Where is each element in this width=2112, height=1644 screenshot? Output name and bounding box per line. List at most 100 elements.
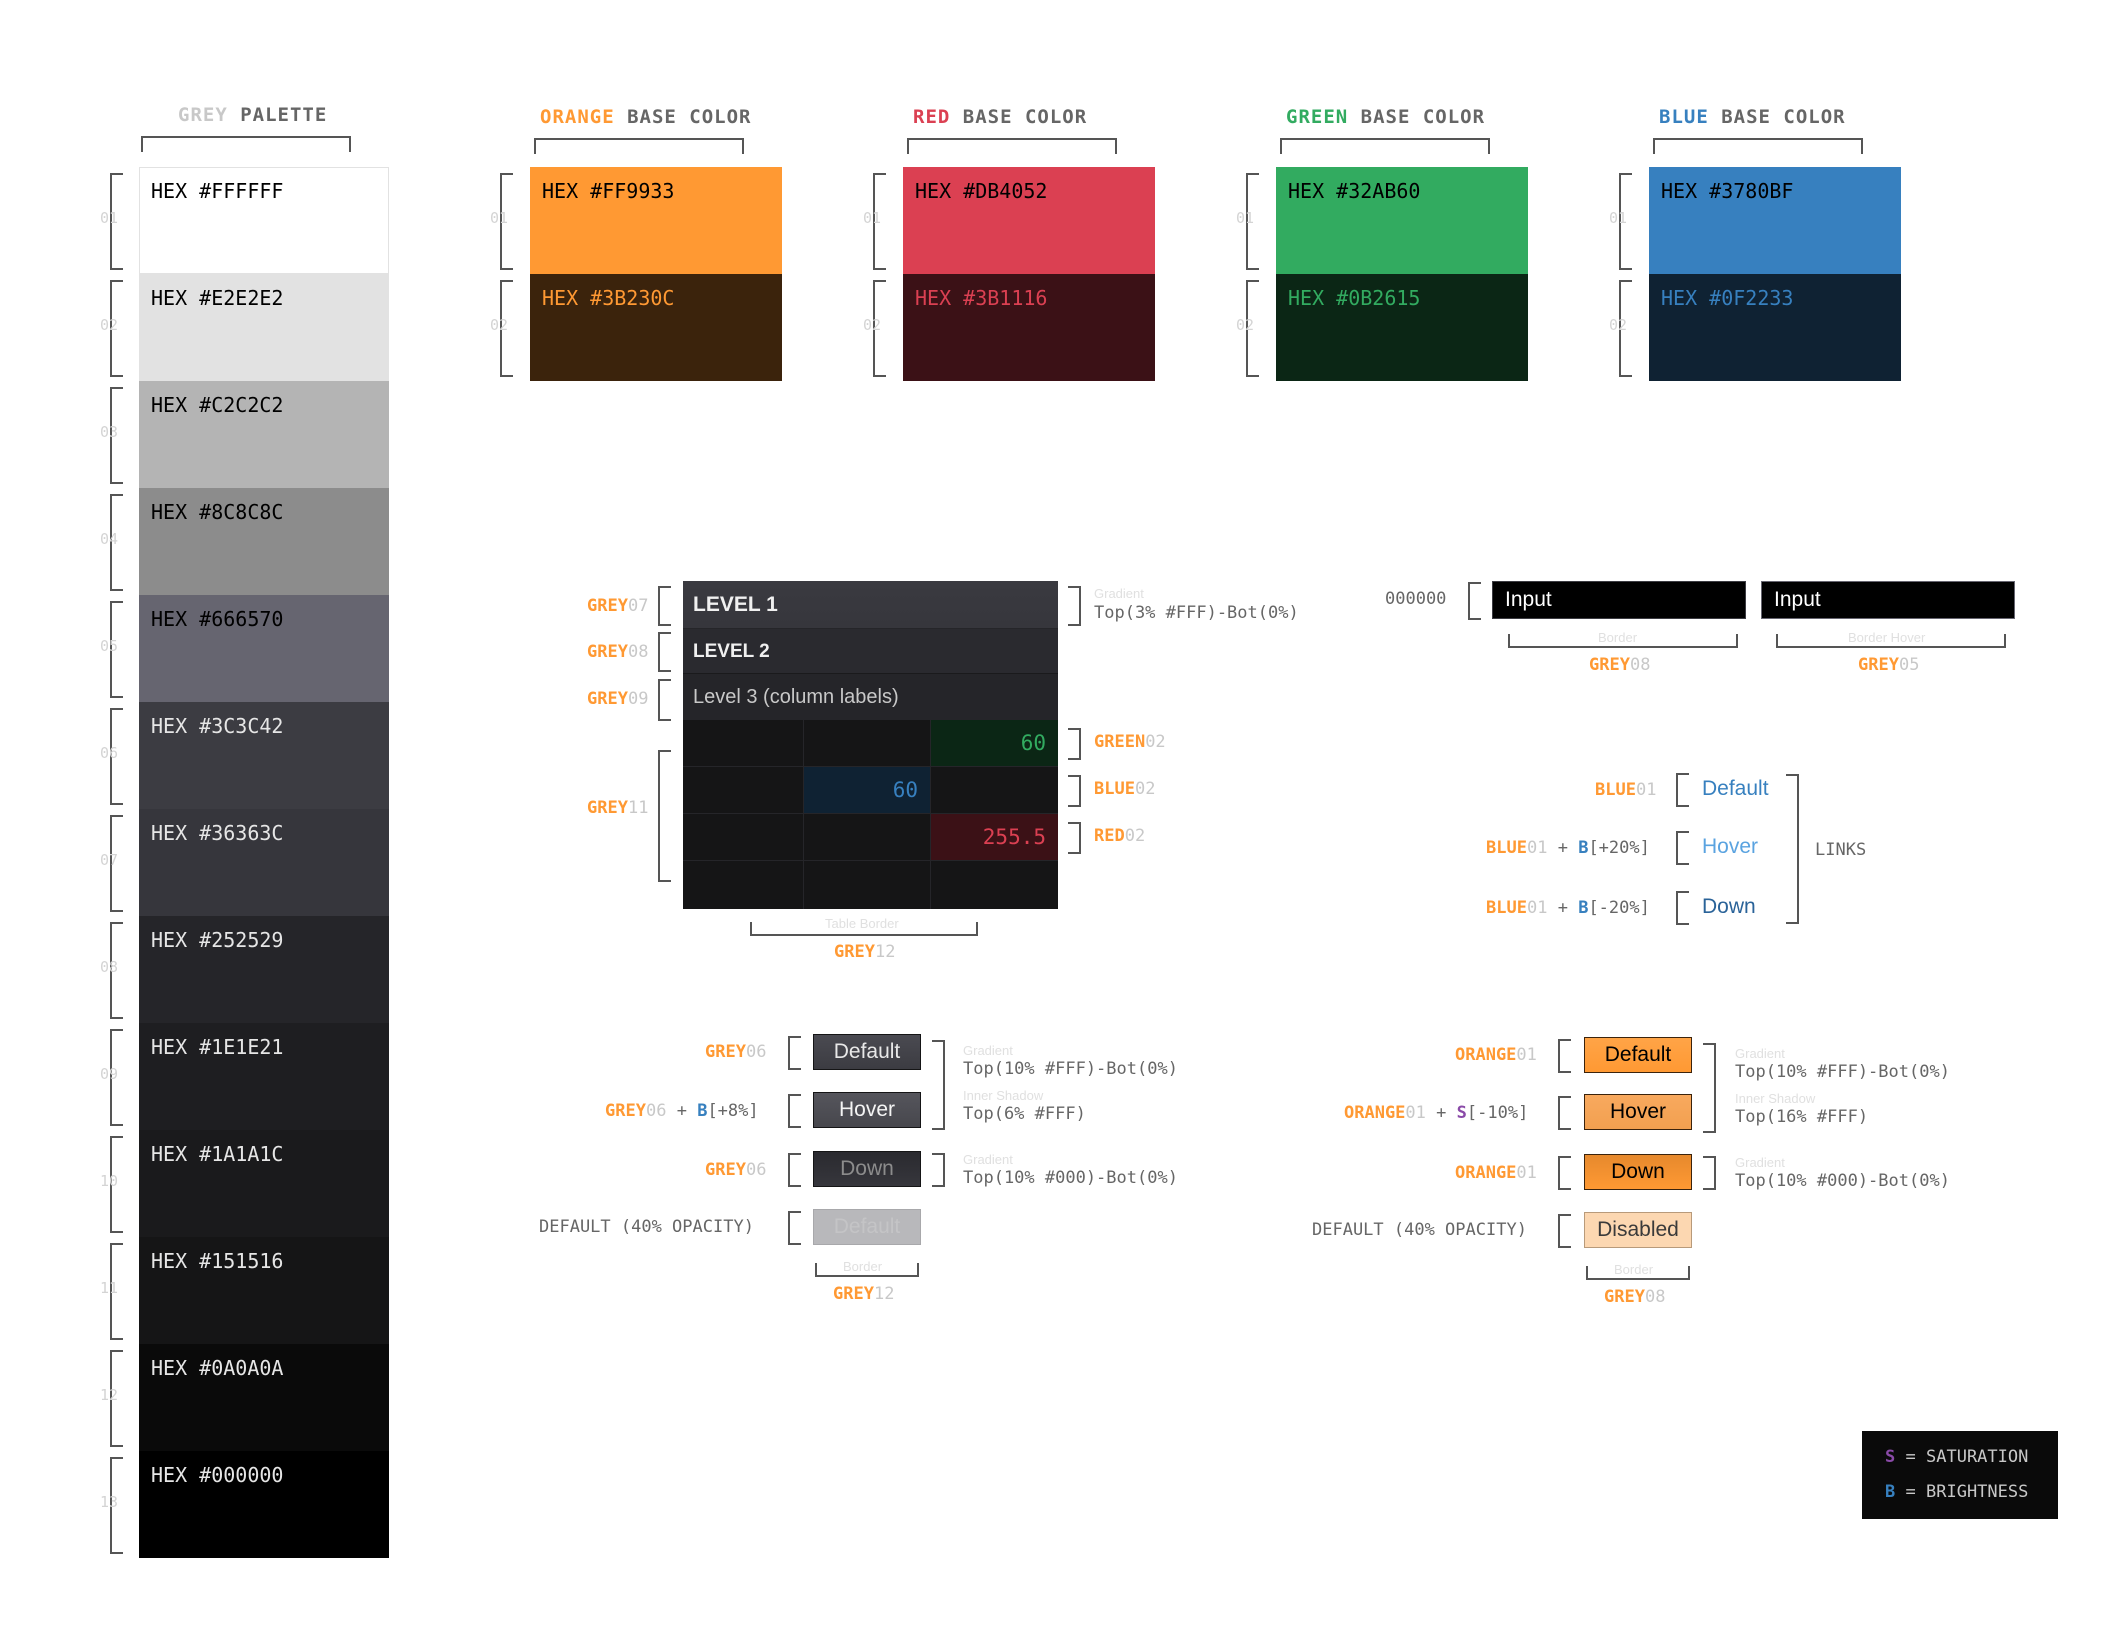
label-red02: RED02 [1094, 826, 1146, 846]
bracket-orange-gradient [1703, 1043, 1716, 1133]
grey-swatch-hex-label: HEX #8C8C8C [151, 500, 284, 524]
link-hover[interactable]: Hover [1702, 835, 1759, 858]
grey-swatch[interactable]: HEX #3C3C42 [139, 702, 389, 809]
grey-swatch-number: 02 [100, 316, 119, 334]
orange-button-disabled[interactable]: Disabled [1584, 1212, 1692, 1248]
bracket-orange-down [1558, 1156, 1571, 1190]
link-down[interactable]: Down [1702, 895, 1756, 918]
bracket-grey-disabled [788, 1211, 801, 1245]
grey-swatch[interactable]: HEX #000000 [139, 1451, 389, 1558]
grey-swatch-number: 09 [100, 1065, 119, 1083]
base-color-name: ORANGE [540, 106, 615, 128]
table-grid-h3 [683, 860, 1058, 861]
table-grid-v1 [803, 720, 804, 909]
base-color-suffix: BASE COLOR [1721, 106, 1846, 128]
base-color-swatch-bottom[interactable]: HEX #0B2615 [1276, 274, 1528, 381]
grey-swatch-number: 12 [100, 1386, 119, 1404]
label-grey08-input: GREY08 [1589, 655, 1651, 675]
input-border-hover-caption: Border Hover [1848, 630, 1926, 645]
grey-button-disabled[interactable]: Default [813, 1209, 921, 1245]
grey-swatch[interactable]: HEX #151516 [139, 1237, 389, 1344]
bracket-orange-border [1586, 1266, 1690, 1280]
base-color-row-number: 02 [1609, 316, 1628, 334]
grey-border-caption: Border [843, 1259, 883, 1274]
label-grey09: GREY09 [587, 689, 649, 709]
bracket-input-border [1508, 634, 1738, 648]
grey-swatch-hex-label: HEX #252529 [151, 928, 284, 952]
table-grid-v2 [930, 720, 931, 909]
base-color-row-bracket [1619, 280, 1632, 377]
bracket-orange-default [1558, 1039, 1571, 1073]
grey-shadow-caption: Inner Shadow [963, 1088, 1044, 1103]
bracket-green [1068, 728, 1081, 760]
base-color-header: GREEN BASE COLOR [1286, 106, 1485, 128]
label-grey07: GREY07 [587, 596, 649, 616]
bracket-links-group [1786, 774, 1799, 924]
base-color-row-bracket [873, 280, 886, 377]
base-color-swatch-bottom[interactable]: HEX #0F2233 [1649, 274, 1901, 381]
grey-button-down[interactable]: Down [813, 1151, 921, 1187]
bracket-grey-down-gradient [932, 1153, 945, 1187]
label-grey05-input: GREY05 [1858, 655, 1920, 675]
base-color-swatch-top[interactable]: HEX #DB4052 [903, 167, 1155, 274]
orange-button-default[interactable]: Default [1584, 1037, 1692, 1073]
base-color-swatch-top[interactable]: HEX #32AB60 [1276, 167, 1528, 274]
grey-button-default[interactable]: Default [813, 1034, 921, 1070]
table-gradient-caption: Gradient [1094, 586, 1144, 601]
bracket-link-down [1676, 891, 1689, 925]
base-color-swatch-bottom[interactable]: HEX #3B1116 [903, 274, 1155, 381]
base-color-suffix: BASE COLOR [962, 106, 1088, 128]
bracket-grey-down [788, 1153, 801, 1187]
table-level2-row: LEVEL 2 [683, 629, 1058, 674]
grey-swatch[interactable]: HEX #252529 [139, 916, 389, 1023]
bracket-grey-border [815, 1263, 919, 1277]
bracket-orange-hover [1558, 1096, 1571, 1130]
grey-swatch[interactable]: HEX #FFFFFF [139, 167, 389, 274]
base-color-swatch-top[interactable]: HEX #3780BF [1649, 167, 1901, 274]
input-field-default[interactable]: Input [1492, 581, 1746, 619]
grey-swatch[interactable]: HEX #1A1A1C [139, 1130, 389, 1237]
base-color-top-hex: HEX #DB4052 [915, 179, 1048, 203]
label-link-default: BLUE01 [1595, 780, 1657, 800]
table-cell-red[interactable]: 255.5 [931, 814, 1058, 860]
bracket-link-hover [1676, 831, 1689, 865]
label-grey-btn-default: GREY06 [705, 1042, 767, 1062]
base-color-top-hex: HEX #32AB60 [1288, 179, 1421, 203]
table-level2-label: LEVEL 2 [693, 641, 770, 662]
base-color-swatch-top[interactable]: HEX #FF9933 [530, 167, 782, 274]
base-color-swatch-bottom[interactable]: HEX #3B230C [530, 274, 782, 381]
grey-swatch-hex-label: HEX #0A0A0A [151, 1356, 284, 1380]
table-border-caption: Table Border [825, 916, 899, 931]
input-field-hover[interactable]: Input [1761, 581, 2015, 619]
base-color-row-bracket [1246, 173, 1259, 270]
bracket-input-border-hover [1776, 634, 2006, 648]
table-cell-blue[interactable]: 60 [804, 767, 930, 813]
grey-swatch-hex-label: HEX #000000 [151, 1463, 284, 1487]
base-color-row-number: 02 [1236, 316, 1255, 334]
grey-down-caption: Gradient [963, 1152, 1013, 1167]
label-orange-btn-down: ORANGE01 [1455, 1163, 1537, 1183]
grey-swatch-bracket [110, 387, 123, 484]
grey-palette-header-suffix: PALETTE [240, 104, 328, 126]
base-color-bottom-hex: HEX #3B230C [542, 286, 675, 310]
grey-swatch[interactable]: HEX #1E1E21 [139, 1023, 389, 1130]
table-cell-green[interactable]: 60 [931, 720, 1058, 766]
base-color-row-bracket [1619, 173, 1632, 270]
base-color-row-number: 01 [490, 209, 509, 227]
grey-swatch-hex-label: HEX #1A1A1C [151, 1142, 284, 1166]
orange-button-down[interactable]: Down [1584, 1154, 1692, 1190]
base-color-name: RED [913, 106, 951, 128]
grey-swatch[interactable]: HEX #E2E2E2 [139, 274, 389, 381]
grey-swatch[interactable]: HEX #8C8C8C [139, 488, 389, 595]
grey-button-hover[interactable]: Hover [813, 1092, 921, 1128]
link-default[interactable]: Default [1702, 777, 1769, 800]
orange-button-hover[interactable]: Hover [1584, 1094, 1692, 1130]
grey-swatch[interactable]: HEX #666570 [139, 595, 389, 702]
grey-swatch-bracket [110, 815, 123, 912]
grey-swatch[interactable]: HEX #0A0A0A [139, 1344, 389, 1451]
label-link-hover: BLUE01 + B[+20%] [1486, 838, 1650, 858]
grey-swatch[interactable]: HEX #36363C [139, 809, 389, 916]
base-color-bottom-hex: HEX #0B2615 [1288, 286, 1421, 310]
grey-swatch[interactable]: HEX #C2C2C2 [139, 381, 389, 488]
grey-swatch-bracket [110, 280, 123, 377]
